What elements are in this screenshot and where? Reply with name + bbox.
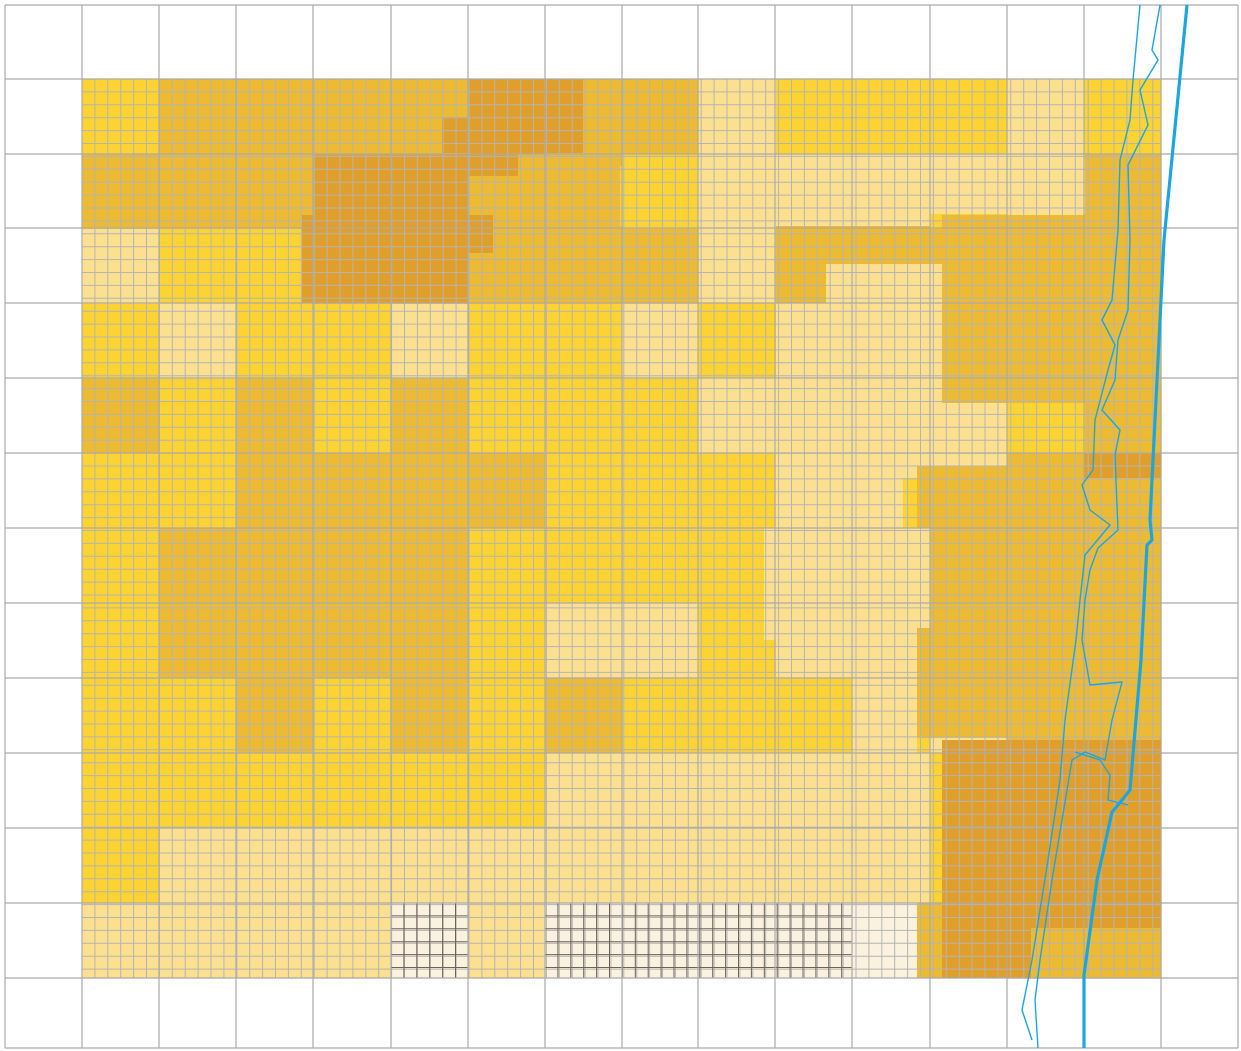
map-cell [467,678,546,754]
map-cell [1083,228,1162,305]
map-cell [313,528,391,605]
map-cell [698,753,777,829]
map-cell [313,603,391,679]
map-cell [544,303,623,380]
map-cell [236,303,314,380]
map-cell [544,228,623,305]
map-cell [313,303,391,380]
map-cell [1083,378,1162,455]
map-cell [698,678,777,754]
map-cell [236,903,314,979]
river-main-channel [1082,4,1189,1048]
map-cell [467,528,546,605]
map-cell [544,678,623,754]
map-cell [620,166,698,226]
map-cell [775,753,854,829]
map-cell [1007,403,1085,453]
map-cell [236,678,314,754]
map-cell [852,154,930,214]
map-cell [236,753,314,829]
map-cell [313,903,391,979]
map-cell [236,378,314,455]
map-cell [495,79,583,117]
map-cell [467,303,546,380]
river-east-bank [1034,4,1161,1049]
detail-cells [302,79,1161,978]
map-cell [776,303,826,378]
map-cell [544,153,623,230]
river-west-bank [1021,4,1141,1041]
map-cell [544,753,623,829]
map-cell [467,753,546,829]
outer-grid [4,4,1239,1049]
map-cell [236,528,314,605]
map-cell [776,226,930,264]
map-cell [467,378,546,455]
map-cell [302,253,414,303]
map-cell [917,628,1161,738]
map-cell [236,603,314,679]
map-cell [313,378,391,455]
map-cell [621,528,700,605]
map-cell [1083,153,1162,230]
map-cell [313,678,391,754]
map-cell [621,378,700,455]
map-cell [698,528,777,605]
map-cell [698,228,777,305]
outer-grid-lines [4,4,1239,1049]
map-cell [852,678,917,753]
map-cell [621,678,700,754]
map-cell [390,603,468,679]
map-cell [852,753,931,829]
map-cell [1083,303,1162,380]
map-cell [544,378,623,455]
map-cell [544,528,623,605]
map-cell [390,528,468,605]
map-cell [698,378,942,453]
map-cell [340,154,518,176]
map-cell [544,603,623,679]
map-cell [621,303,700,380]
river-side-channel [1074,751,1129,806]
map-cell [698,603,777,679]
map-cell [621,753,700,829]
map-cell [467,603,546,679]
map-cell [313,753,391,829]
map-cell [903,478,917,528]
map-cell [698,303,776,378]
map-cell [390,378,468,455]
map-cell [775,678,854,754]
map-cell [621,603,700,679]
map-cell [390,753,468,829]
map-cell [390,678,468,754]
map-cell [621,228,700,305]
map-cell [826,264,956,378]
map-cell [1031,928,1161,978]
map-cell [442,117,583,153]
map-cell [467,903,546,979]
river [1021,4,1189,1049]
map-cell [1006,528,1085,605]
map-cell [929,528,1008,605]
map-cell [698,79,776,227]
map-cell [942,403,1008,453]
map-cell [775,153,854,230]
map-cell [390,303,468,380]
